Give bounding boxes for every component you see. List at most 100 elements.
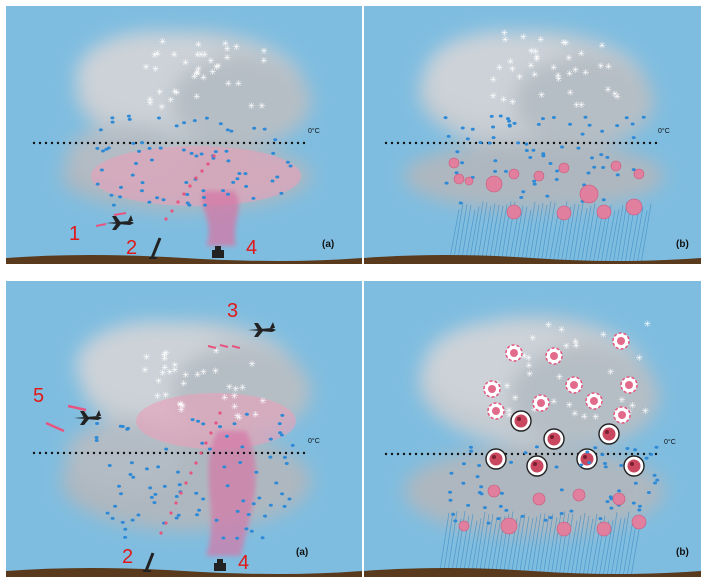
water-droplet <box>196 419 201 423</box>
freezing-level-label: 0°C <box>308 128 320 135</box>
water-droplet <box>110 120 115 124</box>
freezing-dot <box>56 451 60 455</box>
seed-particle <box>189 471 193 475</box>
water-droplet <box>649 452 654 456</box>
snowflake-icon: ✳ <box>565 54 573 64</box>
water-droplet <box>478 141 483 145</box>
snowflake-icon: ✳ <box>528 47 536 57</box>
water-droplet <box>288 164 293 168</box>
panel-scene: ✳✳✳✳✳✳✳✳✳✳✳✳✳✳✳✳✳✳✳✳✳✳✳✳✳✳✳✳✳✳✳✳✳✳✳✳✳✳ <box>364 29 701 264</box>
water-droplet <box>137 149 142 153</box>
freezing-dot <box>170 451 174 455</box>
water-droplet <box>123 535 128 539</box>
snowflake-icon: ✳ <box>566 88 574 98</box>
snowflake-icon: ✳ <box>195 65 203 75</box>
water-droplet <box>491 136 496 140</box>
rain-streak <box>588 207 600 264</box>
rain-streak <box>544 202 556 264</box>
rain-streak <box>622 519 634 577</box>
snowflake-icon: ✳ <box>636 354 644 364</box>
freezing-dot <box>74 451 78 455</box>
freezing-dot <box>624 452 628 456</box>
freezing-dot <box>158 451 162 455</box>
snowflake-icon: ✳ <box>239 383 247 393</box>
water-droplet <box>505 117 510 121</box>
snowflake-icon: ✳ <box>143 353 151 363</box>
freezing-dot <box>140 451 144 455</box>
snowflake-icon: ✳ <box>565 401 573 411</box>
snowflake-icon: ✳ <box>611 90 619 100</box>
water-droplet <box>140 181 145 185</box>
freezing-dot <box>474 452 478 456</box>
raindrop <box>556 205 572 221</box>
freezing-dot <box>134 451 138 455</box>
rain-streak <box>514 513 526 577</box>
rain-streak <box>476 202 488 264</box>
hailstone-speck <box>492 455 496 459</box>
panel-top-left: ✳ ✳ ✳ ✳ ✳ ✳ ✳ ✳ ✳ ✳ ✳ ✳ ✳ ✳ ✳ ✳ ✳ ✳ ✳ ✳ ✳ ✳ ✳ ✳ ✳ ✳ ✳ ✳ ✳ ✳ ✳ ✳ ✳ ✳ ✳ ✳ ✳ ✳ <box>6 6 362 264</box>
hailstone-speck <box>630 462 634 466</box>
freezing-level-label: 0°C <box>664 439 676 446</box>
graupel-core <box>492 407 500 415</box>
water-droplet <box>637 508 642 512</box>
water-droplet <box>631 136 636 140</box>
water-droplet <box>190 418 195 422</box>
water-droplet <box>633 448 638 452</box>
snowflake-icon: ✳ <box>530 405 538 415</box>
rain-streak <box>482 513 494 577</box>
rain-streak <box>530 513 542 577</box>
raindrop <box>596 204 612 220</box>
water-droplet <box>541 154 546 158</box>
water-droplet <box>448 498 453 502</box>
water-droplet <box>176 513 181 517</box>
ground <box>6 568 362 577</box>
raindrop <box>500 517 518 535</box>
water-droplet <box>195 513 200 517</box>
freezing-dot <box>86 451 90 455</box>
freezing-dot <box>564 141 568 145</box>
snowflake-icon: ✳ <box>221 39 229 49</box>
water-droplet <box>268 503 273 507</box>
water-droplet <box>465 137 470 141</box>
panel-label: (b) <box>676 547 689 558</box>
water-droplet <box>580 132 585 136</box>
water-droplet <box>536 122 541 126</box>
water-droplet <box>624 116 629 120</box>
snowflake-icon: ✳ <box>207 57 215 67</box>
water-droplet <box>104 147 109 151</box>
snowflake-icon: ✳ <box>496 64 504 74</box>
water-droplet <box>254 470 259 474</box>
water-droplet <box>280 413 285 417</box>
water-droplet <box>503 169 508 173</box>
rain-streak <box>614 517 626 577</box>
ground <box>364 255 701 264</box>
water-droplet <box>241 499 246 503</box>
freezing-dot <box>182 141 186 145</box>
dotted-line <box>32 451 306 455</box>
snowflake-icon: ✳ <box>581 413 589 423</box>
snowflake-icon: ✳ <box>162 349 170 359</box>
rain-streak <box>522 517 534 577</box>
water-droplet <box>225 128 230 132</box>
water-droplet <box>617 489 622 493</box>
seed-particle <box>176 200 180 204</box>
water-droplet <box>449 471 454 475</box>
freezing-dot <box>80 451 84 455</box>
snowflake-icon: ✳ <box>193 93 201 103</box>
freezing-dot <box>654 452 658 456</box>
snowflake-icon: ✳ <box>525 362 533 372</box>
freezing-dot <box>606 452 610 456</box>
freezing-dot <box>462 141 466 145</box>
water-droplet <box>646 491 651 495</box>
water-droplet <box>94 439 99 443</box>
snowflake-icon: ✳ <box>505 406 513 416</box>
snowflake-icon: ✳ <box>171 361 179 371</box>
freezing-dot <box>510 141 514 145</box>
freezing-dot <box>302 141 306 145</box>
snowflake-icon: ✳ <box>161 363 169 373</box>
freezing-dot <box>290 141 294 145</box>
snowflake-icon: ✳ <box>234 412 242 422</box>
freezing-dot <box>278 451 282 455</box>
water-droplet <box>512 121 517 125</box>
raindrop <box>556 521 572 537</box>
